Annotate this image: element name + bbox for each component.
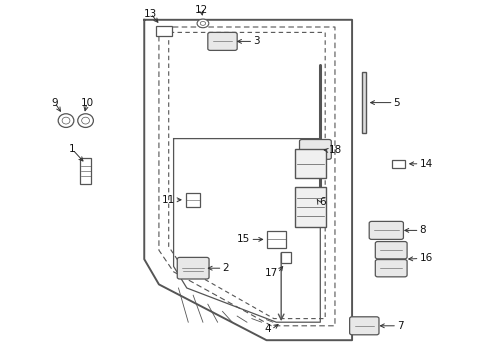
Text: 5: 5 <box>393 98 400 108</box>
Bar <box>391 160 405 168</box>
Text: 15: 15 <box>237 234 250 244</box>
Text: 10: 10 <box>81 98 93 108</box>
Bar <box>294 187 326 227</box>
Bar <box>303 195 317 204</box>
Ellipse shape <box>78 114 93 127</box>
FancyBboxPatch shape <box>375 260 406 277</box>
Text: 14: 14 <box>419 159 432 169</box>
Circle shape <box>200 22 205 25</box>
Ellipse shape <box>62 117 70 124</box>
Text: 6: 6 <box>318 197 325 207</box>
Text: 3: 3 <box>253 36 260 46</box>
Ellipse shape <box>81 117 89 124</box>
Text: 1: 1 <box>69 144 76 154</box>
Text: 2: 2 <box>222 263 229 273</box>
Text: 17: 17 <box>264 268 277 278</box>
Text: 8: 8 <box>419 225 426 235</box>
Bar <box>156 26 171 36</box>
Bar <box>280 252 291 263</box>
FancyBboxPatch shape <box>375 242 406 259</box>
FancyBboxPatch shape <box>299 139 331 159</box>
Text: 11: 11 <box>162 195 175 205</box>
Bar <box>266 231 285 248</box>
Bar <box>295 149 325 178</box>
FancyBboxPatch shape <box>177 257 209 279</box>
Text: 7: 7 <box>396 321 403 331</box>
Text: 9: 9 <box>51 98 58 108</box>
Text: 18: 18 <box>328 145 341 156</box>
FancyBboxPatch shape <box>207 32 237 50</box>
Bar <box>185 193 200 207</box>
Text: 4: 4 <box>264 324 271 334</box>
Ellipse shape <box>58 114 74 127</box>
Bar <box>80 158 91 184</box>
Bar <box>362 72 366 133</box>
FancyBboxPatch shape <box>368 221 403 239</box>
Text: 12: 12 <box>194 5 208 15</box>
Text: 13: 13 <box>143 9 157 19</box>
FancyBboxPatch shape <box>349 317 378 335</box>
Circle shape <box>197 19 208 28</box>
Text: 16: 16 <box>419 253 432 264</box>
